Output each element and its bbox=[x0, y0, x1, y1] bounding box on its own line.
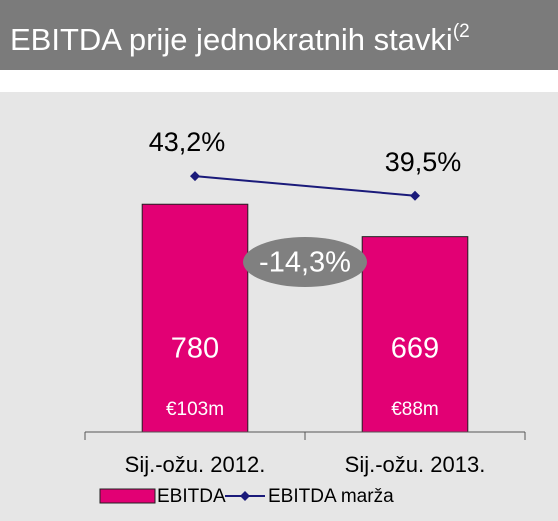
line bbox=[194, 175, 416, 197]
change-label: -14,3% bbox=[259, 247, 351, 279]
bar-value-label: 780 bbox=[171, 333, 219, 365]
title-text: EBITDA prije jednokratnih stavki bbox=[10, 22, 453, 57]
change-bubble bbox=[243, 237, 367, 287]
x-tick-label: Sij.-ožu. 2012. bbox=[125, 452, 266, 477]
line-value-label: 39,5% bbox=[385, 147, 462, 177]
line-marker bbox=[410, 190, 420, 201]
header-band bbox=[0, 0, 558, 70]
bar-sublabel: €88m bbox=[391, 399, 439, 420]
legend-swatch bbox=[99, 488, 156, 504]
bar-sublabel: €103m bbox=[166, 399, 224, 420]
chart-title: EBITDA prije jednokratnih stavki(2 bbox=[10, 21, 470, 57]
line-value-label: 43,2% bbox=[149, 127, 226, 157]
legend-label: EBITDA bbox=[157, 486, 226, 507]
bar bbox=[141, 203, 249, 433]
x-tick-label: Sij.-ožu. 2013. bbox=[345, 452, 486, 477]
legend-marker bbox=[240, 491, 250, 501]
legend-label: EBITDA marža bbox=[268, 486, 394, 507]
line-marker bbox=[190, 171, 200, 182]
bar-value-label: 669 bbox=[391, 333, 439, 365]
title-note: (2 bbox=[453, 21, 470, 42]
